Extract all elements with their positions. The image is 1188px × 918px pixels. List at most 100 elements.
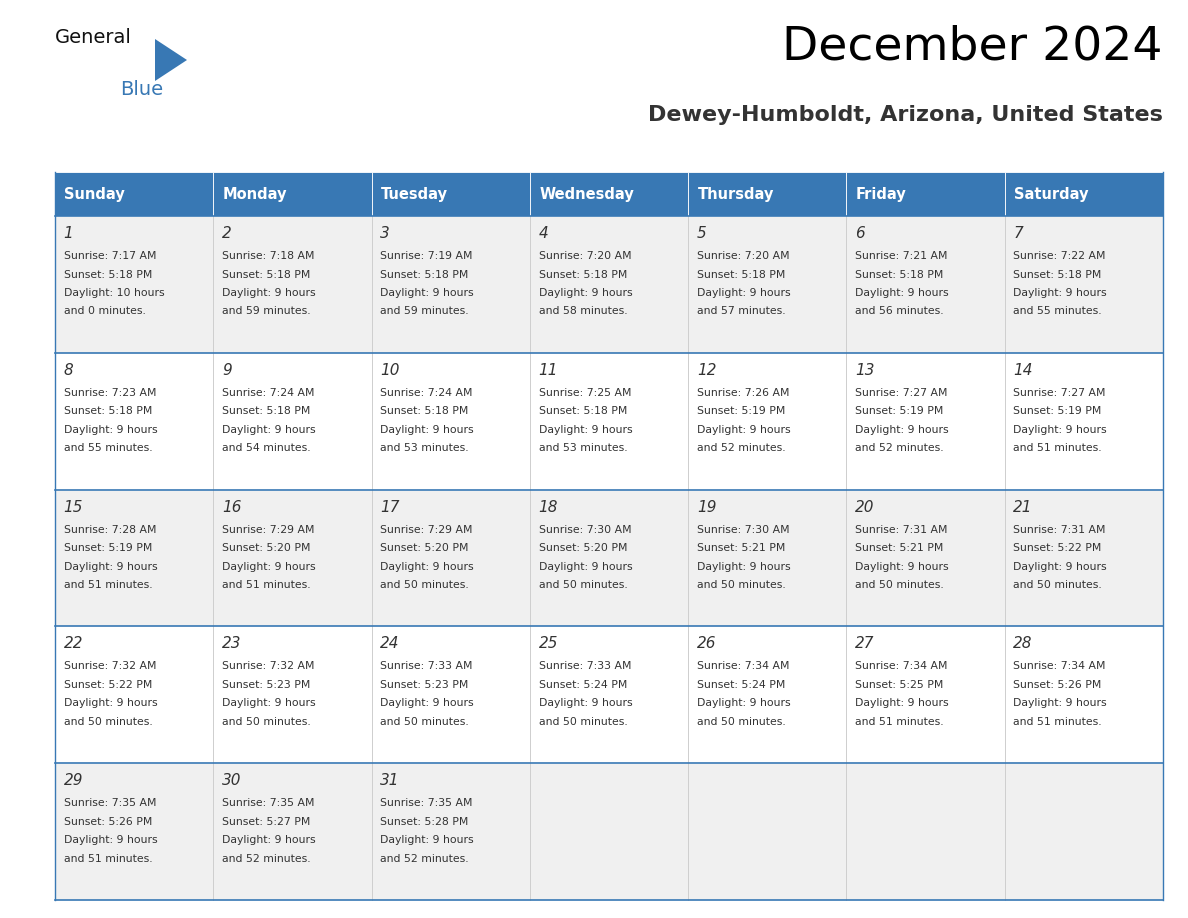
Text: and 50 minutes.: and 50 minutes. <box>380 717 469 727</box>
Text: December 2024: December 2024 <box>783 25 1163 70</box>
Bar <box>55 626 214 763</box>
Text: and 56 minutes.: and 56 minutes. <box>855 307 943 317</box>
Bar <box>372 763 530 900</box>
Text: Sunrise: 7:21 AM: Sunrise: 7:21 AM <box>855 251 948 261</box>
Text: 31: 31 <box>380 773 400 789</box>
Text: Daylight: 9 hours: Daylight: 9 hours <box>855 288 949 298</box>
Bar <box>214 489 372 626</box>
Text: Sunrise: 7:34 AM: Sunrise: 7:34 AM <box>697 661 789 671</box>
Text: Sunrise: 7:24 AM: Sunrise: 7:24 AM <box>380 387 473 397</box>
Text: Daylight: 9 hours: Daylight: 9 hours <box>64 699 157 709</box>
Text: and 55 minutes.: and 55 minutes. <box>1013 307 1102 317</box>
Text: and 50 minutes.: and 50 minutes. <box>222 717 311 727</box>
Text: and 53 minutes.: and 53 minutes. <box>380 443 469 453</box>
Bar <box>214 353 372 489</box>
Bar <box>214 172 372 216</box>
Bar <box>530 489 688 626</box>
Text: Sunrise: 7:22 AM: Sunrise: 7:22 AM <box>1013 251 1106 261</box>
Text: 6: 6 <box>855 226 865 241</box>
Text: Sunset: 5:25 PM: Sunset: 5:25 PM <box>855 680 943 690</box>
Text: Daylight: 9 hours: Daylight: 9 hours <box>380 699 474 709</box>
Bar <box>846 172 1005 216</box>
Text: Sunrise: 7:29 AM: Sunrise: 7:29 AM <box>222 524 315 534</box>
Text: Daylight: 9 hours: Daylight: 9 hours <box>64 835 157 845</box>
Bar <box>1005 489 1163 626</box>
Text: Sunrise: 7:20 AM: Sunrise: 7:20 AM <box>538 251 631 261</box>
Text: Daylight: 9 hours: Daylight: 9 hours <box>697 288 790 298</box>
Text: and 51 minutes.: and 51 minutes. <box>1013 443 1102 453</box>
Text: 20: 20 <box>855 499 874 515</box>
Text: 28: 28 <box>1013 636 1032 652</box>
Text: 24: 24 <box>380 636 400 652</box>
Text: Sunrise: 7:20 AM: Sunrise: 7:20 AM <box>697 251 790 261</box>
Bar <box>1005 353 1163 489</box>
Text: 4: 4 <box>538 226 549 241</box>
Text: Daylight: 9 hours: Daylight: 9 hours <box>64 562 157 572</box>
Text: 11: 11 <box>538 363 558 378</box>
Text: Sunset: 5:18 PM: Sunset: 5:18 PM <box>697 270 785 279</box>
Bar <box>846 489 1005 626</box>
Text: Sunrise: 7:32 AM: Sunrise: 7:32 AM <box>222 661 315 671</box>
Bar <box>688 626 846 763</box>
Text: Daylight: 9 hours: Daylight: 9 hours <box>855 425 949 435</box>
Text: Sunset: 5:24 PM: Sunset: 5:24 PM <box>697 680 785 690</box>
Text: Sunrise: 7:30 AM: Sunrise: 7:30 AM <box>538 524 631 534</box>
Text: Saturday: Saturday <box>1015 186 1088 201</box>
Text: Sunrise: 7:32 AM: Sunrise: 7:32 AM <box>64 661 156 671</box>
Text: 26: 26 <box>697 636 716 652</box>
Text: Sunrise: 7:17 AM: Sunrise: 7:17 AM <box>64 251 156 261</box>
Text: Daylight: 9 hours: Daylight: 9 hours <box>855 699 949 709</box>
Text: Sunrise: 7:35 AM: Sunrise: 7:35 AM <box>222 798 315 808</box>
Text: and 50 minutes.: and 50 minutes. <box>697 717 785 727</box>
Text: 12: 12 <box>697 363 716 378</box>
Text: Sunset: 5:20 PM: Sunset: 5:20 PM <box>380 543 469 554</box>
Text: and 50 minutes.: and 50 minutes. <box>538 580 627 590</box>
Text: Sunrise: 7:19 AM: Sunrise: 7:19 AM <box>380 251 473 261</box>
Text: Daylight: 9 hours: Daylight: 9 hours <box>64 425 157 435</box>
Text: and 51 minutes.: and 51 minutes. <box>64 580 152 590</box>
Text: Sunset: 5:21 PM: Sunset: 5:21 PM <box>855 543 943 554</box>
Bar <box>530 172 688 216</box>
Text: 16: 16 <box>222 499 241 515</box>
Text: General: General <box>55 28 132 47</box>
Text: Sunset: 5:18 PM: Sunset: 5:18 PM <box>222 270 310 279</box>
Text: Sunrise: 7:25 AM: Sunrise: 7:25 AM <box>538 387 631 397</box>
Text: Sunday: Sunday <box>64 186 125 201</box>
Bar <box>372 216 530 353</box>
Text: Sunset: 5:18 PM: Sunset: 5:18 PM <box>538 270 627 279</box>
Text: Sunrise: 7:35 AM: Sunrise: 7:35 AM <box>380 798 473 808</box>
Bar <box>530 216 688 353</box>
Text: Sunset: 5:18 PM: Sunset: 5:18 PM <box>1013 270 1101 279</box>
Text: Monday: Monday <box>223 186 287 201</box>
Text: Sunrise: 7:24 AM: Sunrise: 7:24 AM <box>222 387 315 397</box>
Text: Sunset: 5:21 PM: Sunset: 5:21 PM <box>697 543 785 554</box>
Text: 8: 8 <box>64 363 74 378</box>
Text: Daylight: 9 hours: Daylight: 9 hours <box>1013 288 1107 298</box>
Text: and 50 minutes.: and 50 minutes. <box>64 717 152 727</box>
Bar <box>846 216 1005 353</box>
Text: 1: 1 <box>64 226 74 241</box>
Text: Daylight: 10 hours: Daylight: 10 hours <box>64 288 164 298</box>
Text: 13: 13 <box>855 363 874 378</box>
Bar <box>214 216 372 353</box>
Text: Friday: Friday <box>855 186 906 201</box>
Text: 10: 10 <box>380 363 400 378</box>
Bar <box>55 763 214 900</box>
Text: Daylight: 9 hours: Daylight: 9 hours <box>222 425 316 435</box>
Text: Sunrise: 7:23 AM: Sunrise: 7:23 AM <box>64 387 156 397</box>
Text: Wednesday: Wednesday <box>539 186 634 201</box>
Text: Sunset: 5:20 PM: Sunset: 5:20 PM <box>538 543 627 554</box>
Text: Sunset: 5:24 PM: Sunset: 5:24 PM <box>538 680 627 690</box>
Text: Daylight: 9 hours: Daylight: 9 hours <box>697 699 790 709</box>
Text: and 0 minutes.: and 0 minutes. <box>64 307 146 317</box>
Text: Daylight: 9 hours: Daylight: 9 hours <box>222 562 316 572</box>
Bar <box>214 626 372 763</box>
Polygon shape <box>154 39 187 81</box>
Text: 14: 14 <box>1013 363 1032 378</box>
Text: Daylight: 9 hours: Daylight: 9 hours <box>380 425 474 435</box>
Text: and 50 minutes.: and 50 minutes. <box>697 580 785 590</box>
Text: and 58 minutes.: and 58 minutes. <box>538 307 627 317</box>
Text: and 53 minutes.: and 53 minutes. <box>538 443 627 453</box>
Bar <box>1005 216 1163 353</box>
Text: Daylight: 9 hours: Daylight: 9 hours <box>538 288 632 298</box>
